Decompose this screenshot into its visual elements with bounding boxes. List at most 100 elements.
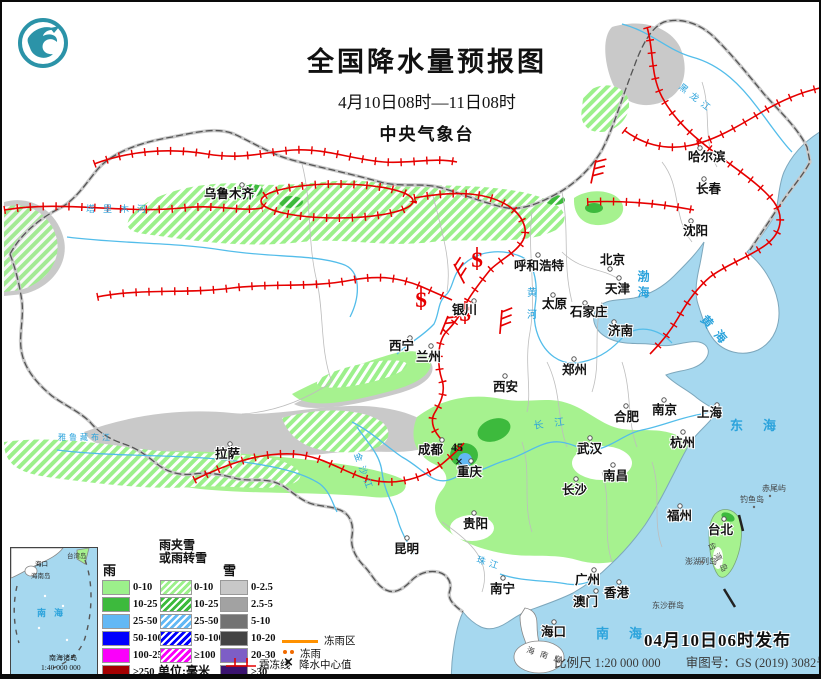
boundary-dash [737,514,745,532]
city-lhasa: 拉萨 [214,441,242,462]
svg-text:呼和浩特: 呼和浩特 [514,258,565,273]
boundary-dash [722,588,737,608]
svg-text:长江: 长江 [533,414,576,432]
city-chongqing: 重庆 [456,458,484,480]
legend-swatch-sleet-1 [160,597,192,612]
svg-text:拉萨: 拉萨 [215,446,241,461]
map-title: 全国降水量预报图 [307,47,547,77]
freezing-rain-dot-icon [290,650,294,654]
hainan-island [513,640,565,674]
south-sea-label: 南海 [596,626,662,641]
city-changsha: 长沙 [561,476,589,498]
city-harbin: 哈尔滨 [687,145,727,165]
city-tianjin: 天津 [604,275,632,297]
city-guangzhou: 广州 [574,567,601,588]
legend-swatch-snow-1 [220,597,248,612]
svg-text:杭州: 杭州 [670,435,695,450]
svg-text:澎湖列岛: 澎湖列岛 [685,556,717,566]
svg-text:海口: 海口 [541,624,566,639]
legend-swatch-rain-4 [102,648,130,663]
frost-lines [3,25,819,486]
frost-line-icon [226,658,256,667]
inset-haikou-label: 海口 [35,559,48,568]
svg-text:银川: 银川 [452,302,477,317]
rivers [56,23,793,586]
svg-text:台北: 台北 [708,522,734,537]
issuing-agency: 中央气象台 [379,125,475,144]
legend-swatch-snow-0 [220,580,248,595]
city-nanning: 南宁 [489,575,516,597]
wind-barb-icons [439,158,607,335]
inset-taiwan-label: 台湾岛 [67,551,87,560]
svg-text:合肥: 合肥 [614,409,640,424]
city-fuzhou: 福州 [665,503,693,524]
svg-text:西宁: 西宁 [389,338,414,353]
city-macau: 澳门 [572,588,599,610]
legend-swatch-snow-4 [220,648,248,663]
legend-swatch-rain-5 [102,665,130,674]
svg-text:南昌: 南昌 [603,468,628,483]
legend-swatch-rain-3 [102,631,130,646]
city-xian: 西安 [492,373,519,395]
city-urumqi: 乌鲁木齐 [203,182,256,202]
svg-text:郑州: 郑州 [562,362,587,377]
city-changchun: 长春 [695,176,723,197]
svg-text:贵阳: 贵阳 [463,516,488,531]
svg-text:天津: 天津 [605,281,631,296]
city-hongkong: 香港 [602,579,631,601]
bohai-label: 渤海 [636,269,650,302]
title-block: 全国降水量预报图 4月10日08时—11日08时 中央气象台 [237,40,617,145]
city-nanchang: 南昌 [602,462,629,484]
inset-hainan-label: 海南岛 [31,571,51,580]
city-taipei: 台北 [707,516,735,538]
freezing-zone-line-icon [282,640,318,643]
cma-logo-icon [18,18,68,68]
svg-text:塔里木河: 塔里木河 [86,203,154,214]
inset-south-sea-label: 南海 [37,607,71,618]
svg-text:济南: 济南 [608,323,634,338]
svg-text:赤尾屿: 赤尾屿 [762,484,786,493]
map-info: 比例尺 1:20 000 000 审图号：GS (2019) 3082号 [554,652,819,671]
legend-swatch-sleet-4 [160,648,192,663]
city-nanjing: 南京 [651,397,679,418]
svg-text:兰州: 兰州 [416,349,441,364]
svg-text:重庆: 重庆 [457,464,483,479]
east-sea-label: 东海 [730,418,796,433]
legend-rain-title: 雨 [103,563,117,578]
svg-text:南京: 南京 [652,402,678,417]
svg-text:雅鲁藏布江: 雅鲁藏布江 [58,432,113,442]
inset-islands-label: 南海诸岛 [49,653,77,662]
svg-text:黄河: 黄河 [525,286,537,331]
svg-text:福州: 福州 [666,508,692,523]
svg-text:上海: 上海 [697,405,723,420]
city-hefei: 合肥 [613,403,641,425]
svg-text:澳门: 澳门 [573,594,598,609]
legend-unit: 单位:毫米 [158,664,210,678]
legend-swatch-snow-3 [220,631,248,646]
legend-swatch-rain-0 [102,580,130,595]
svg-text:广州: 广州 [575,572,600,587]
publish-time: 04月10日06时发布 [644,631,791,650]
svg-text:石家庄: 石家庄 [569,304,608,319]
city-shenyang: 沈阳 [682,218,709,239]
svg-text:成都: 成都 [418,442,444,457]
city-beijing: 北京 [599,251,627,272]
city-haikou: 海口 [540,619,567,640]
svg-text:昆明: 昆明 [394,541,419,556]
city-hohhot: 呼和浩特 [513,252,566,274]
national-border [8,18,812,614]
svg-text:西安: 西安 [493,379,518,394]
city-xining: 西宁 [388,335,415,354]
city-kunming: 昆明 [393,535,420,557]
map-valid-period: 4月10日08时—11日08时 [338,93,516,112]
city-taiyuan: 太原 [541,292,569,312]
svg-text:太原: 太原 [542,296,568,311]
scale-text: 比例尺 1:20 000 000 [554,656,661,670]
city-yinchuan: 银川 [451,298,478,318]
city-jinan: 济南 [607,319,635,339]
south-china-sea-inset: 台湾岛 海口 海南岛 南海 南海诸岛 1:40 000 000 [10,547,98,674]
svg-text:东沙群岛: 东沙群岛 [652,600,684,610]
